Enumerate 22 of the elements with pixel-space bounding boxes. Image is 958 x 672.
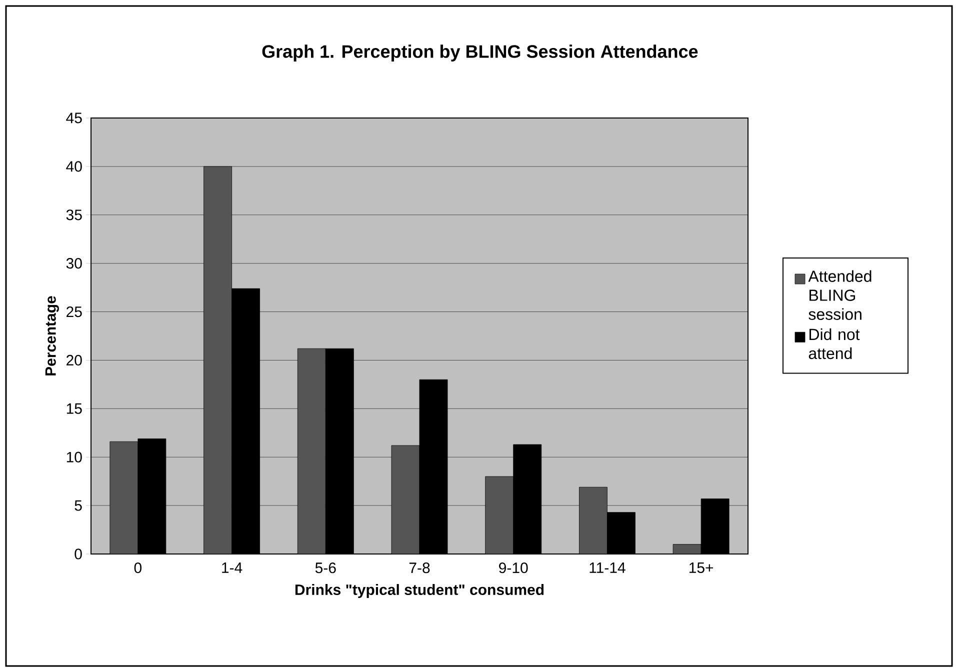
legend-label: Attended BLING session	[808, 270, 872, 320]
legend-label: Did not attend	[808, 328, 860, 360]
y-tick-label: 20	[66, 354, 82, 366]
x-tick-label: 9-10	[499, 562, 528, 574]
x-tick-label: 7-8	[409, 562, 430, 574]
y-tick-label: 15	[66, 403, 82, 414]
x-tick-label: 11-14	[590, 562, 626, 573]
x-tick-label: 15+	[690, 562, 714, 573]
x-axis-title: Drinks "typical student" consumed	[295, 584, 544, 598]
y-axis-title: Percentage	[45, 296, 59, 376]
x-tick-label: 1-4	[222, 562, 242, 573]
y-tick-label: 10	[66, 452, 82, 462]
x-tick-label: 5-6	[315, 562, 336, 574]
y-tick-label: 35	[66, 210, 82, 220]
y-tick-label: 25	[66, 306, 82, 318]
y-tick-label: 5	[74, 500, 82, 511]
x-tick-label: 0	[134, 562, 142, 574]
chart-title: Graph 1. Perception by BLING Session Attendance	[262, 44, 698, 62]
y-tick-label: 40	[66, 161, 82, 172]
y-tick-label: 30	[66, 258, 82, 269]
y-tick-label: 45	[66, 112, 82, 124]
y-tick-label: 0	[74, 548, 82, 560]
